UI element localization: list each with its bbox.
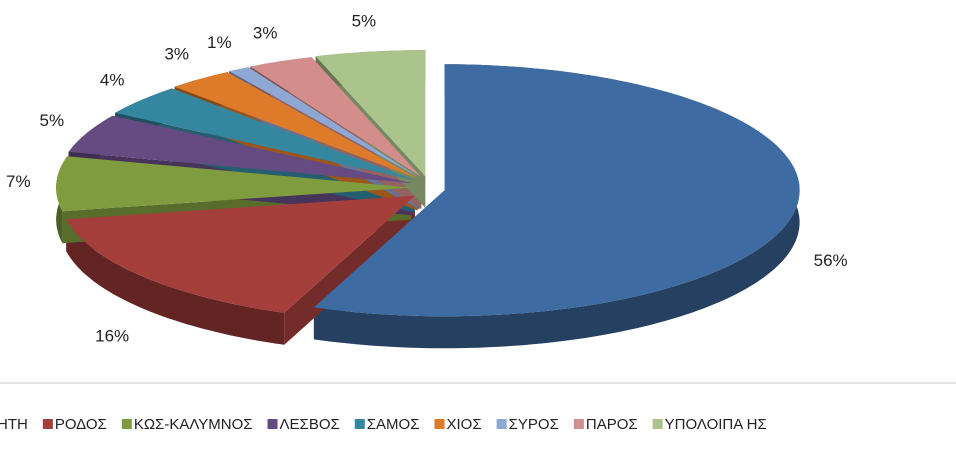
legend-swatch — [652, 419, 663, 429]
data-label: 3% — [253, 23, 278, 42]
legend-label: ΥΠΟΛΟΙΠΑ ΗΣ — [665, 416, 767, 433]
legend-swatch — [354, 419, 365, 429]
slice — [66, 195, 415, 313]
slice — [250, 57, 422, 177]
legend-label: ΧΙΟΣ — [447, 416, 482, 433]
slice — [68, 115, 413, 184]
legend-swatch — [267, 419, 278, 429]
slice — [56, 156, 412, 212]
legend-label: ΚΩΣ-ΚΑΛΥΜΝΟΣ — [134, 416, 253, 433]
data-label: 3% — [164, 45, 189, 64]
data-label: 4% — [100, 70, 125, 89]
legend-label: ΣΥΡΟΣ — [509, 416, 559, 433]
legend-label: ΡΟΔΟΣ — [55, 416, 107, 433]
slice — [315, 50, 426, 177]
legend-swatch — [434, 419, 445, 429]
data-label: 1% — [207, 33, 232, 52]
slice — [174, 72, 418, 179]
legend-label: ΛΕΣΒΟΣ — [280, 416, 340, 433]
legend-label: ΗΤΗ — [0, 416, 28, 433]
slice-side — [313, 64, 800, 349]
legend-label: ΣΑΜΟΣ — [367, 416, 420, 433]
legend-label: ΠΑΡΟΣ — [586, 416, 638, 433]
data-label: 56% — [814, 251, 848, 270]
legend-swatch — [42, 419, 53, 429]
data-label: 5% — [40, 111, 65, 130]
slice — [229, 67, 420, 178]
legend-swatch — [496, 419, 507, 429]
data-label: 16% — [95, 327, 129, 346]
slice — [115, 88, 415, 181]
slice-side — [66, 219, 285, 345]
data-label: 7% — [6, 172, 31, 191]
legend-swatch — [573, 419, 584, 429]
slice — [313, 64, 800, 317]
legend-swatch — [121, 419, 132, 429]
data-label: 5% — [352, 12, 377, 31]
